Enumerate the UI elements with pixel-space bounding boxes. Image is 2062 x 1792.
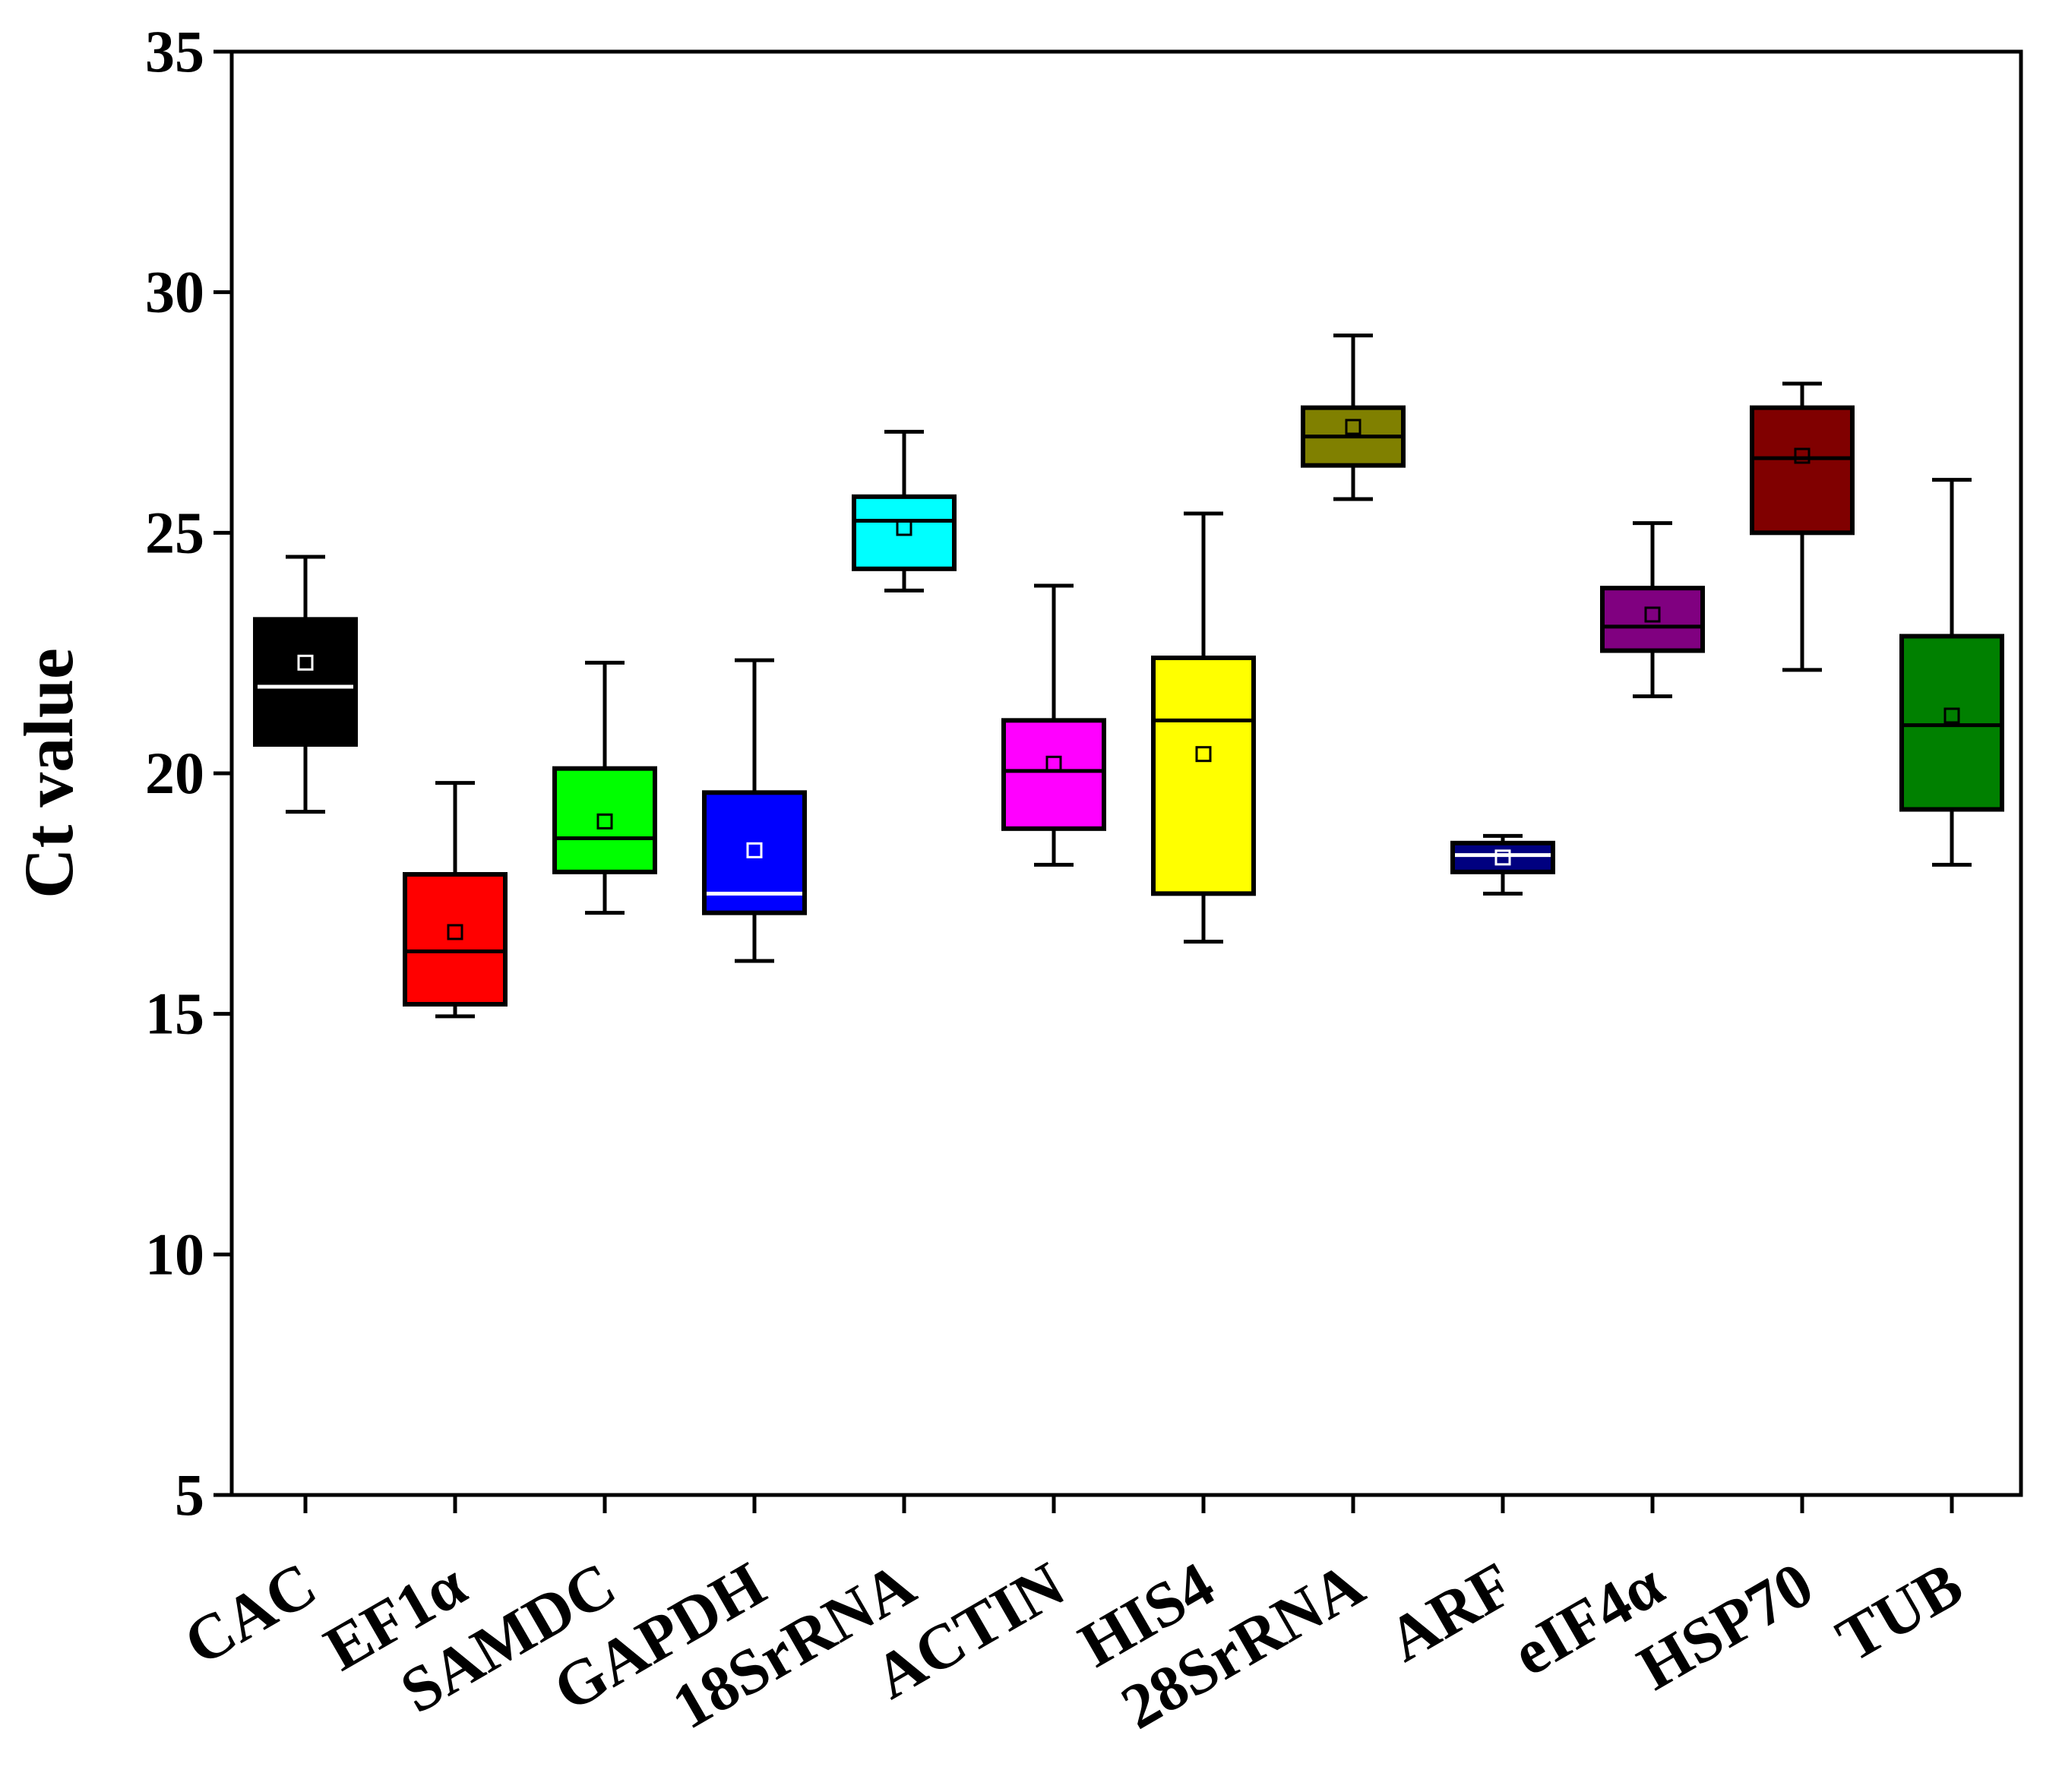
box-group-TUB: [1899, 478, 2004, 867]
box-group-18SrRNA: [852, 429, 957, 593]
y-tick-label: 30: [145, 259, 204, 325]
mean-marker: [1794, 447, 1811, 464]
iqr-box: [552, 766, 657, 874]
box-marks: [253, 333, 2004, 1019]
x-category-label: ARF: [1376, 1549, 1525, 1676]
iqr-box: [1001, 718, 1106, 831]
box-group-ARF: [1450, 833, 1555, 896]
box-group-CAC: [253, 555, 358, 814]
box-group-HSP70: [1750, 381, 1855, 672]
mean-marker: [1045, 755, 1062, 772]
mean-marker: [1494, 849, 1511, 866]
mean-marker: [596, 813, 613, 830]
x-category-label: TUB: [1825, 1549, 1974, 1676]
y-tick-label: 35: [145, 18, 204, 84]
iqr-box: [1750, 405, 1855, 536]
iqr-box: [253, 617, 358, 747]
iqr-box: [1450, 840, 1555, 874]
box-group-HIS4: [1151, 511, 1256, 944]
y-axis-ticks: 5 10 15 20 25 30 35: [145, 18, 232, 1528]
y-tick-label: 25: [145, 499, 204, 565]
iqr-box: [1151, 656, 1256, 896]
box-group-eIF4α: [1600, 521, 1705, 699]
plot-frame: [229, 49, 2023, 1497]
iqr-box: [1600, 586, 1705, 653]
box-group-ACTIN: [1001, 583, 1106, 867]
y-tick-label: 5: [175, 1462, 204, 1528]
box-group-28SrRNA: [1301, 333, 1406, 501]
mean-marker: [896, 520, 912, 536]
mean-marker: [297, 654, 314, 671]
y-axis-title: Ct value: [10, 648, 87, 899]
mean-marker: [746, 842, 763, 858]
mean-marker: [1644, 606, 1661, 623]
mean-marker: [1195, 746, 1212, 763]
y-tick-label: 15: [145, 981, 204, 1047]
mean-marker: [1345, 419, 1361, 435]
x-axis-ticks: CACEF1αSAMDCGAPDH18SrRNAACTINHIS428SrRNA…: [172, 1495, 1975, 1743]
iqr-box: [852, 494, 957, 571]
y-tick-label: 10: [145, 1221, 204, 1287]
x-category-label: HSP70: [1627, 1549, 1825, 1704]
box-group-SAMDC: [552, 660, 657, 915]
y-tick-label: 20: [145, 740, 204, 806]
mean-marker: [447, 924, 463, 940]
box-group-GAPDH: [702, 658, 807, 963]
x-category-label: CAC: [172, 1549, 327, 1680]
box-group-EF1α: [403, 781, 508, 1019]
mean-marker: [1943, 707, 1960, 724]
